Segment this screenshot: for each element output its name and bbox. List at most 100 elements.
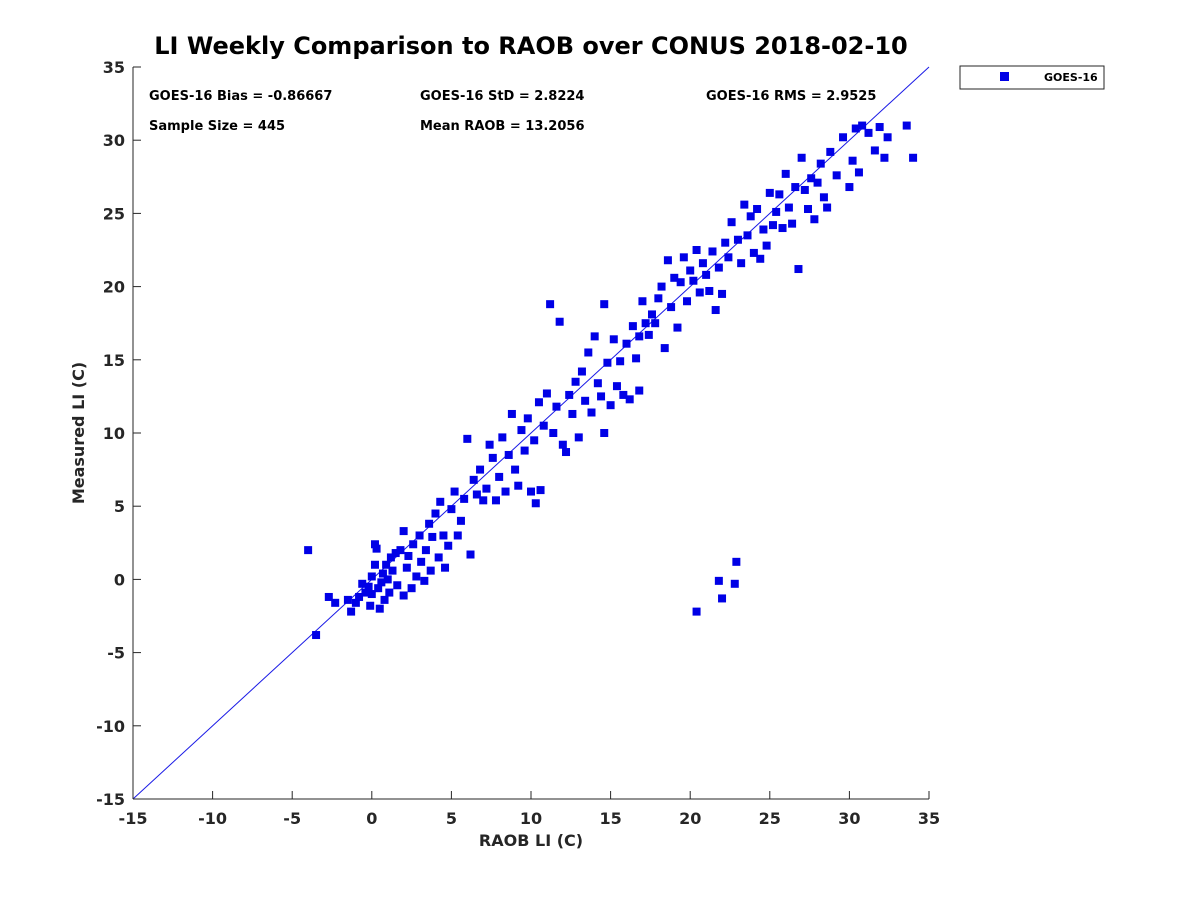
data-point xyxy=(568,409,577,418)
y-tick-label: 30 xyxy=(103,131,125,150)
data-point xyxy=(469,475,478,484)
data-point xyxy=(367,572,376,581)
data-point xyxy=(635,332,644,341)
data-point xyxy=(791,183,800,192)
data-point xyxy=(391,549,400,558)
data-point xyxy=(651,319,660,328)
data-point xyxy=(698,259,707,268)
data-point xyxy=(485,440,494,449)
data-point xyxy=(692,246,701,254)
data-point xyxy=(854,168,863,177)
data-point xyxy=(370,540,379,549)
data-point xyxy=(434,553,443,562)
x-tick-label: 35 xyxy=(918,809,940,828)
data-point xyxy=(689,276,698,285)
data-point xyxy=(737,259,746,268)
data-point xyxy=(714,263,723,272)
data-point xyxy=(686,266,695,275)
data-point xyxy=(743,231,752,240)
data-point xyxy=(425,519,434,528)
data-point xyxy=(517,426,526,435)
data-point xyxy=(797,153,806,162)
data-point xyxy=(574,433,583,442)
data-point xyxy=(702,270,711,279)
data-point xyxy=(794,265,803,274)
data-point xyxy=(312,631,321,640)
data-point xyxy=(644,330,653,339)
data-point xyxy=(740,200,749,209)
data-point xyxy=(762,241,771,250)
data-point xyxy=(823,203,832,212)
data-point xyxy=(382,560,391,569)
data-point xyxy=(530,436,539,445)
data-points-group xyxy=(304,121,918,640)
data-point xyxy=(832,171,841,180)
data-point xyxy=(409,540,418,549)
y-tick-label: 0 xyxy=(114,570,125,589)
data-point xyxy=(638,297,647,306)
data-point xyxy=(778,224,787,233)
data-point xyxy=(622,339,631,348)
data-point xyxy=(386,553,395,562)
bias-annotation: GOES-16 Bias = -0.86667 xyxy=(149,89,332,104)
data-point xyxy=(864,128,873,137)
data-point xyxy=(404,551,413,560)
data-point xyxy=(367,590,376,599)
data-point xyxy=(788,219,797,228)
data-point xyxy=(361,588,370,597)
data-point xyxy=(472,490,481,499)
data-point xyxy=(718,289,727,298)
data-point xyxy=(450,487,459,496)
data-point xyxy=(415,531,424,540)
data-point xyxy=(421,546,430,555)
data-point xyxy=(819,193,828,202)
data-point xyxy=(399,591,408,600)
data-point xyxy=(527,487,535,496)
data-point xyxy=(692,607,701,616)
data-point xyxy=(396,546,405,555)
data-point xyxy=(378,569,387,578)
data-point xyxy=(781,169,790,178)
data-point xyxy=(555,317,564,326)
data-point xyxy=(439,531,448,540)
y-axis-label: Measured LI (C) xyxy=(69,362,88,504)
data-point xyxy=(482,484,491,493)
data-point xyxy=(402,563,411,572)
data-point xyxy=(708,247,717,256)
data-point xyxy=(542,389,551,398)
data-point xyxy=(597,392,606,401)
data-point xyxy=(501,487,510,496)
data-point xyxy=(800,185,809,194)
data-point xyxy=(507,409,516,418)
x-tick-label: 30 xyxy=(838,809,860,828)
data-point xyxy=(385,588,394,597)
data-point xyxy=(552,402,561,411)
data-point xyxy=(476,465,485,474)
y-tick-label: 25 xyxy=(103,204,125,223)
data-point xyxy=(826,147,835,156)
data-point xyxy=(718,594,727,603)
data-point xyxy=(491,496,500,505)
data-point xyxy=(772,207,781,216)
data-point xyxy=(358,579,367,588)
data-point xyxy=(370,560,379,569)
data-point xyxy=(577,367,586,376)
x-tick-label: -5 xyxy=(283,809,301,828)
data-point xyxy=(711,306,720,315)
data-point xyxy=(749,248,758,257)
data-point xyxy=(883,133,892,142)
data-point xyxy=(616,357,625,366)
data-point xyxy=(441,563,450,572)
data-point xyxy=(347,607,356,616)
data-point xyxy=(399,527,408,536)
data-point xyxy=(428,532,437,541)
data-point xyxy=(593,379,602,388)
data-point xyxy=(603,358,612,367)
data-point xyxy=(609,335,618,344)
data-point xyxy=(784,203,793,212)
data-point xyxy=(456,516,465,525)
x-tick-label: 15 xyxy=(599,809,621,828)
data-point xyxy=(858,121,867,130)
data-point xyxy=(377,578,386,587)
data-point xyxy=(393,581,402,590)
